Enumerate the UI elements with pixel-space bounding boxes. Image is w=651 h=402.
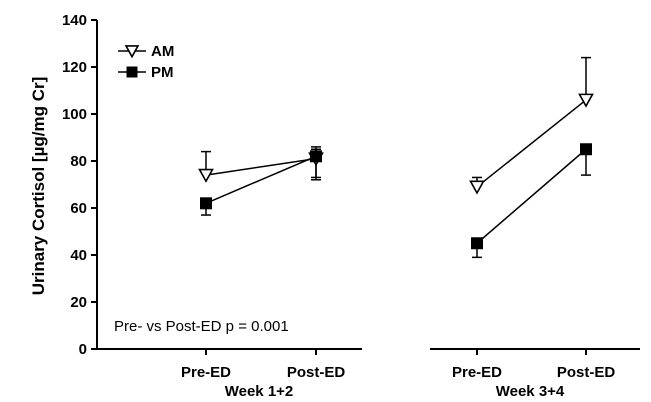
data-point-am: [578, 93, 594, 108]
y-tick-label: 120: [62, 59, 87, 76]
legend-label-pm: PM: [151, 64, 174, 81]
legend-marker-pm: [126, 66, 138, 78]
data-point-pm: [580, 143, 592, 156]
data-point-pm: [200, 197, 212, 210]
x-tick-label: Pre-ED: [452, 364, 502, 381]
x-tick-label: Pre-ED: [181, 364, 231, 381]
axes: 0 20 40 60 80 100 120 140 Pre-ED Post-ED Pre-ED Pos…: [62, 12, 640, 381]
y-tick-label: 60: [70, 200, 87, 217]
y-tick-label: 0: [79, 341, 87, 358]
y-tick-label: 20: [70, 294, 87, 311]
legend-entry-pm: [118, 66, 146, 78]
group-label-week-3-4: Week 3+4: [496, 383, 565, 400]
data-point-pm: [471, 237, 483, 250]
data-point-am: [198, 168, 214, 183]
legend: AM PM: [118, 43, 174, 81]
chart-marks: [198, 56, 594, 259]
series-line-am-group-2: [476, 99, 587, 188]
group-label-week-1-2: Week 1+2: [225, 383, 294, 400]
y-tick-label: 100: [62, 106, 87, 123]
y-tick-label: 80: [70, 153, 87, 170]
legend-label-am: AM: [151, 43, 174, 60]
y-tick-label: 140: [62, 12, 87, 29]
p-value-annotation: Pre- vs Post-ED p = 0.001: [114, 318, 289, 335]
y-tick-label: 40: [70, 247, 87, 264]
data-point-pm: [310, 150, 322, 163]
y-axis-label: Urinary Cortisol [µg/mg Cr]: [29, 77, 48, 296]
data-point-am: [469, 180, 485, 195]
x-tick-label: Post-ED: [557, 364, 616, 381]
legend-marker-am: [124, 45, 140, 59]
series-line-am-group-1: [205, 157, 317, 176]
series-line-pm-group-1: [205, 155, 317, 204]
x-tick-label: Post-ED: [287, 364, 346, 381]
legend-entry-am: [118, 45, 146, 59]
series-line-pm-group-2: [476, 148, 587, 244]
